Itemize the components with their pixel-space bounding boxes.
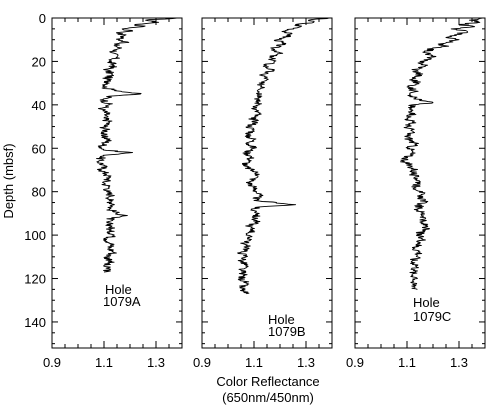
y-tick-label: 60 (32, 141, 46, 156)
x-tick-label: 0.9 (43, 355, 61, 370)
y-tick-label: 140 (24, 315, 46, 330)
y-tick-label: 20 (32, 54, 46, 69)
series-line-1079A (96, 17, 177, 273)
y-axis-tick-labels: 0 20 40 60 80 100 120 140 (24, 11, 46, 330)
y-tick-label: 0 (39, 11, 46, 26)
y-tick-label: 100 (24, 228, 46, 243)
hole-label-word: Hole (105, 282, 132, 297)
hole-label-id: 1079A (103, 294, 141, 309)
y-axis-title: Depth (mbsf) (1, 143, 16, 218)
x-tick-label: 0.9 (193, 355, 211, 370)
series-line-1079C (400, 17, 483, 290)
x-tick-label: 1.3 (147, 355, 165, 370)
x-axis-title-line1: Color Reflectance (216, 374, 319, 389)
x-tick-label: 1.1 (245, 355, 263, 370)
y-tick-label: 120 (24, 272, 46, 287)
x-tick-label: 1.3 (297, 355, 315, 370)
x-tick-label: 1.3 (450, 355, 468, 370)
y-tick-label: 80 (32, 185, 46, 200)
x-tick-label: 0.9 (346, 355, 364, 370)
hole-label-word: Hole (413, 295, 440, 310)
x-tick-label: 1.1 (95, 355, 113, 370)
y-tick-label: 40 (32, 98, 46, 113)
series-line-1079B (237, 17, 330, 295)
x-axis-tick-labels: 0.9 1.1 1.3 0.9 1.1 1.3 0.9 1.1 1.3 (43, 355, 468, 370)
hole-label-id: 1079C (413, 309, 451, 324)
hole-label-word: Hole (268, 312, 295, 327)
hole-label-id: 1079B (268, 324, 306, 339)
x-tick-label: 1.1 (398, 355, 416, 370)
x-axis-title-line2: (650nm/450nm) (222, 390, 314, 405)
